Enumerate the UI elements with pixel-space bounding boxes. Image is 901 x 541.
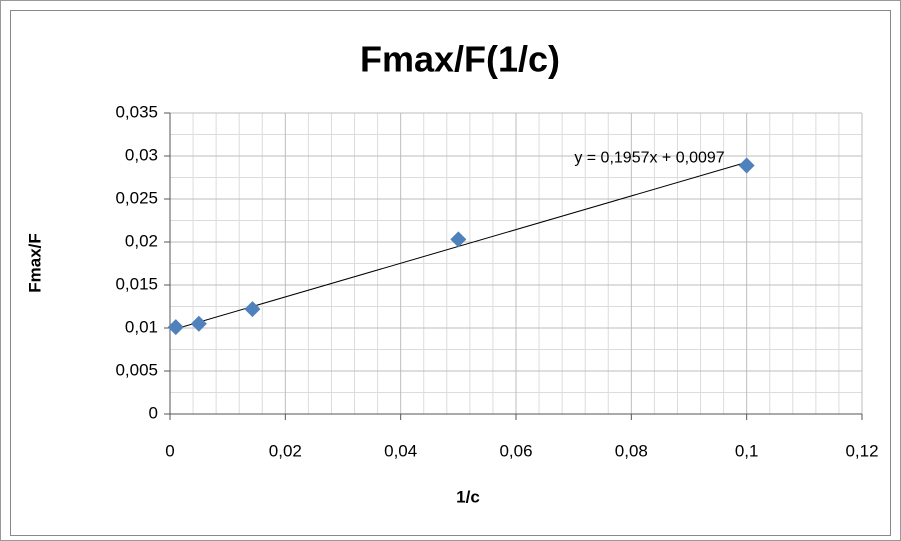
point bbox=[450, 231, 467, 248]
y-tick-label: 0,03 bbox=[125, 145, 158, 164]
y-tick-label: 0,025 bbox=[115, 188, 158, 207]
y-tick-label: 0,005 bbox=[115, 360, 158, 379]
y-tick-label: 0,02 bbox=[125, 231, 158, 250]
y-axis-label: Fmax/F bbox=[25, 233, 44, 293]
trendline-label: y = 0,1957x + 0,0097 bbox=[574, 149, 724, 166]
x-tick-label: 0 bbox=[165, 441, 174, 460]
x-tick-label: 0,06 bbox=[499, 441, 532, 460]
x-tick-label: 0,02 bbox=[269, 441, 302, 460]
point bbox=[738, 157, 755, 174]
trendline bbox=[175, 161, 747, 330]
y-tick-label: 0,01 bbox=[125, 317, 158, 336]
x-tick-label: 0,08 bbox=[615, 441, 648, 460]
y-tick-label: 0 bbox=[149, 403, 158, 422]
x-tick-label: 0,1 bbox=[735, 441, 759, 460]
y-tick-label: 0,015 bbox=[115, 274, 158, 293]
point bbox=[190, 315, 207, 332]
point bbox=[167, 319, 184, 336]
x-tick-label: 0,12 bbox=[845, 441, 878, 460]
chart-area bbox=[10, 10, 891, 536]
x-axis-label: 1/c bbox=[456, 487, 480, 506]
point bbox=[244, 301, 261, 318]
y-tick-label: 0,035 bbox=[115, 102, 158, 121]
x-tick-label: 0,04 bbox=[384, 441, 417, 460]
chart-title: Fmax/F(1/c) bbox=[360, 39, 560, 80]
